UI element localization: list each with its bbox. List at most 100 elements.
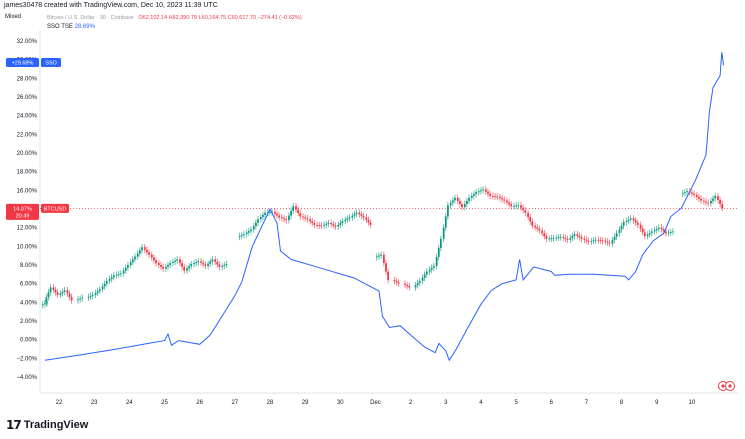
candle-body	[397, 282, 400, 284]
y-tick-label: 32.00%	[17, 39, 38, 45]
candle-body	[583, 238, 586, 240]
candle-body	[665, 231, 667, 234]
candle-body	[395, 281, 398, 283]
candle-body	[330, 223, 333, 225]
x-tick-label: 7	[585, 400, 589, 406]
candle-body	[302, 216, 304, 218]
candle-body	[119, 273, 122, 275]
candle-body	[332, 224, 335, 226]
main-series-legend[interactable]: Bitcoin / U.S. Dollar · 30 · Coinbase O6…	[47, 15, 305, 21]
candle-body	[691, 192, 693, 194]
candle-body	[155, 260, 157, 264]
candle-body	[714, 195, 717, 199]
candle-body	[404, 283, 406, 285]
x-tick-label: 28	[267, 400, 274, 406]
candle-body	[604, 240, 607, 242]
candle-body	[365, 217, 368, 220]
candle-body	[318, 225, 321, 226]
candle-body	[197, 261, 200, 263]
candle-body	[186, 268, 188, 271]
candle-body	[576, 234, 579, 236]
candle-body	[618, 229, 621, 234]
btc-symbol-label: BTCUSD	[44, 206, 67, 212]
y-tick-label: 0.00%	[20, 338, 38, 344]
candle-body	[513, 205, 515, 207]
candle-body	[311, 221, 314, 223]
candle-body	[458, 200, 461, 205]
candle-body	[559, 237, 562, 238]
candle-body	[408, 286, 411, 288]
candle-body	[138, 250, 141, 254]
sso-symbol-badge	[41, 57, 61, 67]
candle-body	[662, 229, 665, 232]
candle-body	[292, 206, 295, 211]
candle-body	[719, 199, 721, 205]
candle-body	[473, 194, 475, 196]
candle-body	[110, 277, 113, 279]
x-tick-label: 27	[231, 400, 238, 406]
candle-body	[181, 263, 183, 267]
candle-body	[653, 230, 656, 232]
candle-body	[529, 217, 532, 222]
y-tick-label: −2.00%	[16, 356, 37, 362]
x-tick-label: 25	[161, 400, 168, 406]
candle-body	[214, 259, 217, 262]
x-tick-label: 5	[514, 400, 518, 406]
candle-body	[367, 219, 370, 223]
candle-body	[188, 266, 191, 269]
candle-body	[393, 279, 396, 282]
compare-series-legend[interactable]: SSO TSE 28.69%	[47, 24, 95, 30]
candle-body	[108, 279, 111, 281]
candle-body	[200, 261, 202, 263]
candle-body	[463, 204, 466, 208]
x-tick-label: 26	[196, 400, 203, 406]
scale-mode-label[interactable]: Mixed	[5, 14, 22, 20]
candle-body	[416, 283, 419, 286]
candle-body	[380, 254, 382, 256]
candle-body	[183, 266, 186, 271]
candle-body	[484, 189, 487, 192]
candle-body	[101, 286, 104, 290]
tradingview-logo[interactable]: 𝟭𝟳 TradingView	[6, 417, 88, 433]
candle-body	[283, 218, 285, 220]
candle-body	[204, 264, 207, 266]
candle-body	[160, 265, 162, 267]
candle-body	[515, 205, 518, 207]
candle-body	[611, 240, 614, 244]
candle-body	[70, 297, 73, 301]
sso-symbol-label: SSO	[45, 60, 57, 66]
candle-body	[225, 264, 228, 265]
candle-body	[482, 189, 484, 191]
candle-body	[425, 271, 428, 275]
candle-body	[207, 263, 209, 266]
candle-body	[594, 239, 597, 241]
candle-body	[325, 223, 328, 225]
main-series-ohlc: O62,102.14 H62,390.79 L60,164.75 C60,617…	[138, 15, 302, 21]
candle-body	[669, 232, 672, 233]
candle-body	[442, 227, 445, 239]
candle-body	[353, 214, 356, 216]
candle-body	[375, 256, 378, 258]
candle-body	[548, 238, 551, 240]
candle-body	[527, 212, 529, 218]
candle-body	[334, 225, 337, 227]
x-tick-label: 22	[56, 400, 63, 406]
candle-body	[592, 240, 595, 242]
candle-body	[250, 229, 252, 232]
candle-body	[707, 202, 710, 204]
candle-body	[634, 220, 637, 223]
candle-body	[211, 259, 214, 262]
candle-body	[148, 252, 150, 255]
event-flags-icon[interactable]	[717, 380, 737, 392]
candle-body	[543, 233, 546, 237]
candle-body	[257, 219, 259, 223]
candle-body	[437, 247, 440, 257]
y-tick-label: 18.00%	[17, 170, 38, 176]
candle-body	[625, 220, 628, 223]
y-tick-label: 6.00%	[20, 282, 38, 288]
y-tick-label: 2.00%	[20, 319, 38, 325]
x-tick-label: 30	[337, 400, 344, 406]
candle-body	[276, 213, 278, 216]
candle-body	[56, 292, 59, 295]
